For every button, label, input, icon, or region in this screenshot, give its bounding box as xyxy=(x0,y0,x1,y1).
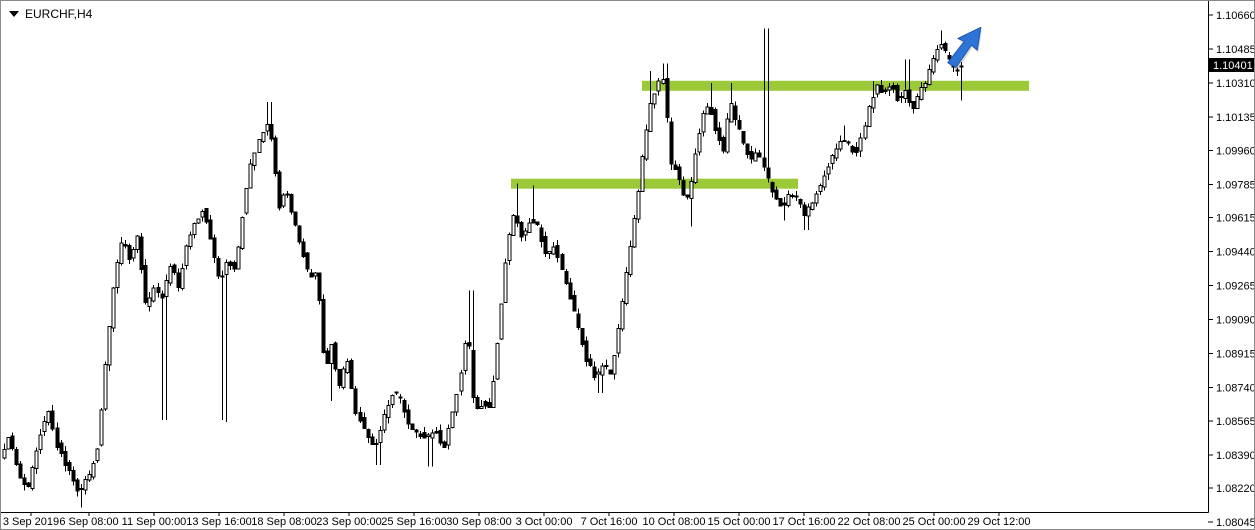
symbol-label: EURCHF,H4 xyxy=(9,7,92,21)
price-tick-label: 1.08220 xyxy=(1216,483,1255,495)
time-tick-label: 6 Sep 08:00 xyxy=(59,516,118,528)
time-tick-label: 11 Sep 00:00 xyxy=(122,516,187,528)
time-tick-label: 10 Oct 08:00 xyxy=(643,516,706,528)
time-tick-label: 30 Sep 08:00 xyxy=(446,516,511,528)
resistance-line[interactable] xyxy=(642,80,1029,91)
price-tick-label: 1.10135 xyxy=(1216,112,1255,124)
price-tick-label: 1.08045 xyxy=(1216,517,1255,529)
price-tick-label: 1.10310 xyxy=(1216,78,1255,90)
candles xyxy=(2,28,964,508)
price-tick-label: 1.08390 xyxy=(1216,450,1255,462)
time-tick-label: 7 Oct 16:00 xyxy=(581,516,638,528)
time-tick-label: 25 Oct 00:00 xyxy=(903,516,966,528)
time-tick-label: 3 Sep 2019 xyxy=(3,516,59,528)
price-tick-label: 1.08915 xyxy=(1216,348,1255,360)
price-tick-label: 1.10660 xyxy=(1216,10,1255,22)
price-tick-label: 1.09265 xyxy=(1216,281,1255,293)
time-tick-label: 29 Oct 12:00 xyxy=(968,516,1031,528)
symbol-timeframe-text: EURCHF,H4 xyxy=(25,7,93,21)
time-tick-label: 18 Sep 08:00 xyxy=(251,516,316,528)
price-tick-label: 1.09090 xyxy=(1216,314,1255,326)
price-tick-label: 1.09440 xyxy=(1216,247,1255,259)
current-price-box xyxy=(1209,58,1254,73)
time-tick-label: 17 Oct 16:00 xyxy=(773,516,836,528)
price-tick-label: 1.09615 xyxy=(1216,213,1255,225)
time-tick-label: 23 Sep 00:00 xyxy=(316,516,381,528)
time-tick-label: 15 Oct 00:00 xyxy=(708,516,771,528)
chart-dropdown-triangle-icon[interactable] xyxy=(9,11,19,17)
price-tick-label: 1.09785 xyxy=(1216,180,1255,192)
time-tick-label: 25 Sep 16:00 xyxy=(381,516,446,528)
time-tick-label: 13 Sep 16:00 xyxy=(186,516,251,528)
price-tick-label: 1.10485 xyxy=(1216,44,1255,56)
buy-signal-arrow[interactable] xyxy=(942,20,991,75)
price-tick-label: 1.08565 xyxy=(1216,416,1255,428)
time-tick-label: 22 Oct 08:00 xyxy=(838,516,901,528)
support-line[interactable] xyxy=(511,178,798,189)
price-tick-label: 1.09960 xyxy=(1216,146,1255,158)
price-tick-label: 1.08740 xyxy=(1216,382,1255,394)
time-tick-label: 3 Oct 00:00 xyxy=(516,516,573,528)
support-resistance-lines[interactable] xyxy=(511,80,1029,189)
current-price-label: 1.10401 xyxy=(1213,60,1253,72)
